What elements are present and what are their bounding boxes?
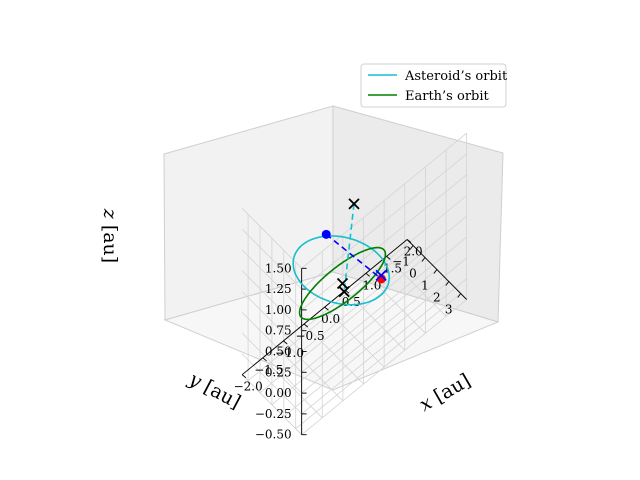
x-tick-mark-0 [241,374,247,379]
z-tick-label: 0.25 [265,365,292,379]
x-tick-label: 1.0 [362,278,381,292]
z-axis-unit: [au] [99,219,121,263]
grid-z-back-6 [301,174,467,311]
y-tick-mark-3 [445,281,450,286]
z-axis-var: z [99,208,121,220]
y-tick-label: 3 [445,303,453,317]
y-tick-label: 0 [409,267,417,281]
y-tick-mark-1 [421,257,426,262]
grid-z-side-0 [241,374,302,435]
grid-y-floor-2 [271,269,438,406]
x-tick-mark-3 [303,323,309,328]
z-tick-label: 0.00 [265,386,292,400]
z-tick-label: 1.50 [265,261,292,275]
x-tick-label: −1.0 [275,346,304,360]
grid-z-side-3 [241,312,302,373]
x-marker-stroke [348,198,360,210]
y-axis-label: y [au] [184,368,244,414]
y-tick-mark-4 [457,293,462,298]
x-tick-label: 0.5 [342,295,361,309]
legend-box [360,63,507,108]
legend-label-earth: Earth’s orbit [405,89,490,104]
earth-near-marker-x-marker [375,269,387,281]
axis-lines [241,239,467,436]
x-tick-label: 1.5 [383,261,402,275]
asteroid-orbit-line [292,235,390,306]
x-tick-mark-6 [365,272,370,277]
x-tick-mark-2 [283,340,288,345]
grid-z-side-6 [241,249,302,311]
x-marker-stroke [338,286,350,298]
asteroid-to-earth-dashed-line [325,233,382,280]
grid-z-side-7 [241,228,302,290]
top-marker-x-marker [348,198,360,210]
x-tick-label: −2.0 [234,380,263,394]
legend: Asteroid’s orbit Earth’s orbit [360,63,508,108]
grid-z-back-3 [301,236,467,373]
grid-z-side-4 [241,291,302,352]
bottom-marker-x-marker [338,286,350,298]
y-tick-label: −1 [392,255,410,269]
grid-z-back-5 [301,195,467,332]
z-tick-label: −0.50 [255,428,292,442]
apsides-line-dashed-line [343,203,355,292]
grid-z-back-0 [301,299,467,436]
grid-y-floor-3 [283,281,450,418]
z-axis-label: z [au] [99,208,121,263]
grid-z-side-1 [241,353,302,415]
y-tick-label: 1 [421,279,429,293]
grid-y-floor-4 [295,293,461,430]
x-tick-mark-4 [324,306,329,311]
x-tick-label: −0.5 [295,329,324,343]
axes-panes [163,105,504,391]
x-tick-label: 0.0 [321,312,340,326]
grid-z-side-5 [241,270,302,331]
asteroid-position-marker [321,229,331,239]
x-tick-mark-7 [386,256,391,260]
z-tick-label: 1.00 [265,303,292,317]
grid-y-floor-0 [247,245,414,382]
z-tick-label: 1.25 [265,282,292,296]
grid-z-back-1 [301,278,467,415]
z-tick-label: 0.75 [265,324,292,338]
y-tick-mark-2 [433,269,438,274]
x-tick-mark-1 [262,357,267,362]
grid-z-side-2 [241,332,302,394]
grid-z-back-7 [301,153,467,290]
x-marker-stroke [375,269,387,281]
x-tick-label: −1.5 [254,363,283,377]
x-axis-label: x [au] [416,369,475,416]
y-tick-mark-0 [409,245,414,250]
z-tick-label: 0.50 [265,345,292,359]
y-tick-label: 2 [433,291,441,305]
grid-y-floor-1 [259,257,426,394]
plot-data [292,198,390,321]
x-tick-label: 2.0 [404,245,423,259]
grid-z-back-2 [301,257,467,394]
grid-z-side-8 [241,208,302,269]
legend-label-asteroid: Asteroid’s orbit [404,69,508,84]
x-axis-unit: [au] [425,369,474,410]
grid-z-back-4 [301,215,467,352]
x-tick-mark-8 [406,239,412,243]
grid-z-back-8 [301,132,467,269]
z-tick-label: −0.25 [255,407,292,421]
